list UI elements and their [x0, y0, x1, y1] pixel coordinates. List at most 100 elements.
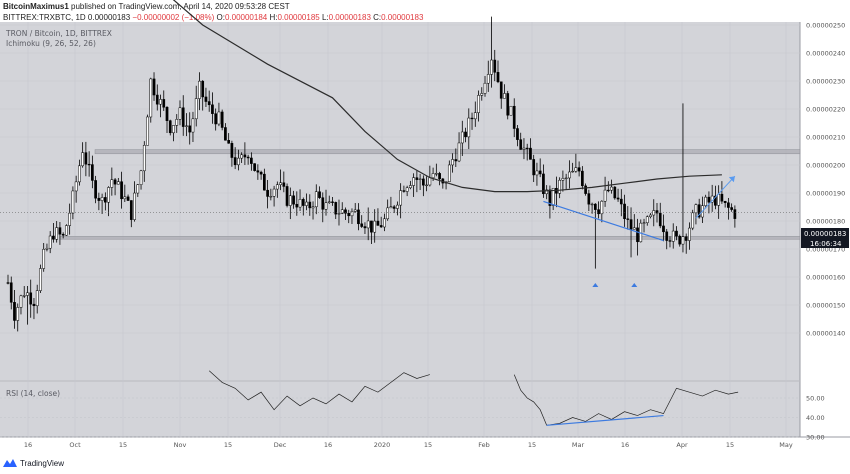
- candle-body: [253, 163, 256, 171]
- candle-body: [198, 80, 201, 99]
- candle-body: [551, 187, 555, 206]
- y-tick-label: 0.00000240: [806, 50, 845, 58]
- price-tag: [801, 228, 849, 238]
- candle-body: [512, 105, 516, 129]
- price-change: −0.00000002 (−1.08%): [132, 13, 215, 22]
- candle-body: [68, 212, 72, 226]
- candle-body: [340, 209, 344, 214]
- candle-body: [217, 111, 221, 125]
- candle-body: [107, 187, 110, 203]
- candle-body: [350, 211, 354, 217]
- marker-up-triangle: [631, 283, 638, 287]
- candle-body: [483, 82, 487, 94]
- rsi-series: [208, 370, 430, 411]
- candle-body: [516, 128, 519, 140]
- candle-body: [577, 167, 581, 172]
- candle-body: [292, 195, 295, 205]
- candle-body: [593, 203, 597, 210]
- candle-body: [460, 131, 464, 144]
- candle-body: [438, 173, 441, 180]
- candle-body: [730, 207, 733, 210]
- price-axis[interactable]: 0.00000250 0.00000240 0.00000230 0.00000220…: [806, 22, 845, 442]
- candle-body: [415, 177, 419, 180]
- candle-body: [133, 192, 136, 220]
- candle-body: [194, 98, 198, 120]
- low-value: 0.00000183: [328, 13, 371, 22]
- candle-body: [55, 227, 59, 240]
- candle-body: [632, 227, 636, 230]
- candle-body: [136, 184, 140, 194]
- last-price: 0.00000183: [87, 13, 131, 22]
- candle-body: [327, 201, 331, 203]
- candle-body: [691, 212, 695, 229]
- candle-body: [496, 72, 500, 83]
- candle-body: [645, 216, 649, 223]
- candle-body: [84, 152, 88, 165]
- candle-body: [227, 140, 231, 144]
- candle-body: [473, 112, 477, 120]
- candle-body: [425, 184, 428, 187]
- price-trendline: [543, 200, 664, 242]
- rsi-trendline: [546, 414, 664, 426]
- candle-body: [347, 212, 351, 217]
- candle-body: [658, 212, 662, 227]
- candle-body: [581, 170, 584, 187]
- high-value: 0.00000185: [277, 13, 320, 22]
- candle-body: [288, 195, 292, 206]
- candle-body: [636, 227, 639, 243]
- candle-body: [373, 220, 377, 233]
- candle-body: [230, 143, 234, 158]
- candle-body: [81, 152, 84, 167]
- candle-body: [418, 178, 422, 180]
- candle-body: [538, 170, 542, 175]
- candle-body: [74, 181, 78, 192]
- candle-body: [104, 197, 107, 203]
- candle-body: [123, 196, 127, 200]
- rsi-tick-label: 30.00: [806, 434, 825, 442]
- candle-body: [16, 307, 20, 321]
- time-axis[interactable]: 16 Oct 15 Nov 15 Dec 16 2020 15 Feb 15 Mar 16 Apr 15 Ma…: [24, 441, 793, 449]
- candle-body: [162, 99, 166, 108]
- candle-body: [266, 189, 269, 197]
- candle-body: [535, 170, 539, 176]
- candle-body: [477, 95, 480, 113]
- candle-body: [506, 93, 510, 116]
- x-tick-label: 16: [621, 441, 629, 449]
- candle-body: [574, 167, 578, 172]
- candle-body: [344, 209, 347, 214]
- y-tick-label: 0.00000230: [806, 78, 845, 86]
- candle-body: [655, 210, 659, 214]
- candle-body: [467, 117, 471, 138]
- candle-body: [269, 195, 273, 198]
- candle-body: [279, 182, 282, 185]
- candle-body: [623, 203, 626, 220]
- candle-body: [181, 107, 185, 127]
- candle-body: [454, 159, 458, 162]
- candle-body: [357, 209, 360, 225]
- author-name[interactable]: BitcoinMaximus1: [3, 2, 69, 11]
- candle-body: [733, 209, 737, 219]
- candle-body: [694, 204, 698, 214]
- candle-body: [603, 189, 607, 202]
- candle-body: [35, 290, 39, 307]
- x-tick-label: Dec: [274, 441, 287, 449]
- candle-body: [211, 104, 214, 114]
- y-tick-label: 0.00000150: [806, 302, 845, 310]
- candle-body: [542, 173, 545, 195]
- candle-body: [142, 145, 146, 172]
- candle-body: [688, 227, 691, 241]
- candle-body: [263, 173, 266, 191]
- candle-body: [275, 184, 279, 190]
- candle-body: [52, 235, 55, 240]
- candle-body: [301, 199, 305, 206]
- legend-pair: TRON / Bitcoin, 1D, BITTREX: [5, 29, 112, 38]
- x-tick-label: 2020: [374, 441, 391, 449]
- candle-body: [464, 131, 467, 138]
- candle-body: [717, 193, 721, 206]
- candle-body: [383, 218, 386, 228]
- legend-indicator: Ichimoku (9, 26, 52, 26): [6, 39, 96, 48]
- footer: TradingView: [3, 458, 64, 468]
- candle-body: [447, 164, 451, 182]
- candle-body: [324, 202, 328, 210]
